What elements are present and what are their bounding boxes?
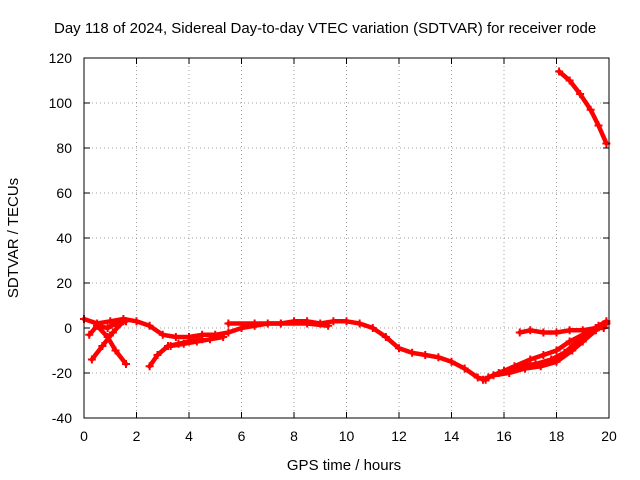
data-point xyxy=(565,326,574,335)
y-tick-label: -20 xyxy=(52,365,72,381)
data-point xyxy=(122,360,130,368)
data-point xyxy=(521,364,529,373)
data-point xyxy=(219,333,228,341)
data-point xyxy=(578,326,587,335)
y-tick-label: 0 xyxy=(64,320,72,336)
data-point xyxy=(166,342,175,350)
data-point xyxy=(536,362,545,371)
data-point xyxy=(515,328,524,337)
data-point xyxy=(434,353,443,362)
axis-ticks: 0 2 4 6 8 10 12 14 16 18 20 -40 -20 0 20 40 60 80 100 120 xyxy=(49,50,617,444)
y-tick-label: 120 xyxy=(49,50,73,66)
x-tick-label: 0 xyxy=(80,428,88,444)
data-point xyxy=(539,351,548,359)
x-tick-label: 6 xyxy=(238,428,246,444)
data-point xyxy=(421,351,430,359)
x-tick-label: 2 xyxy=(133,428,141,444)
x-tick-label: 18 xyxy=(549,428,565,444)
data-point xyxy=(460,364,469,373)
data-point xyxy=(179,339,188,348)
y-tick-label: 60 xyxy=(56,185,72,201)
data-point xyxy=(145,362,154,371)
data-point xyxy=(447,357,456,366)
data-point xyxy=(111,346,120,355)
data-point xyxy=(408,348,417,357)
data-point xyxy=(111,319,120,328)
data-point xyxy=(381,333,390,341)
x-tick-label: 12 xyxy=(391,428,407,444)
data-point xyxy=(145,321,154,330)
data-point xyxy=(119,317,128,326)
data-point xyxy=(576,90,585,98)
data-point xyxy=(473,373,482,382)
y-tick-label: 40 xyxy=(56,230,72,246)
data-point xyxy=(526,355,535,364)
data-point xyxy=(171,333,180,341)
data-point xyxy=(93,321,102,330)
data-point xyxy=(552,357,561,366)
data-point xyxy=(586,105,595,114)
data-point xyxy=(484,373,493,382)
y-tick-label: 20 xyxy=(56,275,72,291)
data-point xyxy=(591,324,600,332)
x-tick-label: 20 xyxy=(601,428,617,444)
data-point xyxy=(552,328,561,337)
y-tick-label: 80 xyxy=(56,140,72,156)
y-axis-label: SDTVAR / TECUs xyxy=(5,178,22,298)
data-point xyxy=(206,335,214,344)
data-point xyxy=(565,76,574,85)
x-tick-label: 10 xyxy=(339,428,355,444)
data-point xyxy=(103,333,112,341)
data-point xyxy=(224,328,233,337)
data-point xyxy=(276,319,285,328)
y-tick-label: 100 xyxy=(49,95,73,111)
series-line-high-arc xyxy=(556,69,609,146)
x-tick-label: 16 xyxy=(496,428,512,444)
x-tick-label: 8 xyxy=(290,428,298,444)
data-point xyxy=(539,328,548,337)
data-point xyxy=(479,375,487,384)
data-point xyxy=(489,371,498,380)
data-point xyxy=(505,369,514,377)
data-series xyxy=(80,67,611,384)
data-point xyxy=(395,344,403,353)
data-point xyxy=(568,346,577,355)
data-point xyxy=(224,319,233,328)
data-point xyxy=(355,319,364,328)
data-point xyxy=(342,317,351,326)
data-point xyxy=(578,337,587,346)
data-point xyxy=(324,321,333,330)
data-point xyxy=(85,330,94,339)
data-point xyxy=(132,317,141,326)
data-point xyxy=(329,317,338,326)
x-tick-label: 14 xyxy=(444,428,460,444)
data-point xyxy=(565,337,574,346)
y-tick-label: -40 xyxy=(52,410,72,426)
data-point xyxy=(103,324,112,332)
data-point xyxy=(303,319,312,328)
series-line-cross-arc-down xyxy=(94,323,129,367)
data-point xyxy=(552,346,561,355)
data-point xyxy=(555,67,564,76)
data-point xyxy=(594,121,603,130)
chart-title: Day 118 of 2024, Sidereal Day-to-day VTE… xyxy=(54,20,596,37)
data-point xyxy=(87,355,96,364)
data-point xyxy=(368,324,377,332)
data-point xyxy=(250,319,259,328)
data-point xyxy=(153,351,162,359)
data-point xyxy=(98,342,107,350)
data-point xyxy=(108,328,117,337)
data-point xyxy=(192,337,201,346)
data-point xyxy=(526,326,535,335)
grid-lines xyxy=(84,58,609,418)
data-point xyxy=(158,330,167,339)
x-tick-label: 4 xyxy=(185,428,193,444)
x-axis-label: GPS time / hours xyxy=(287,457,401,474)
